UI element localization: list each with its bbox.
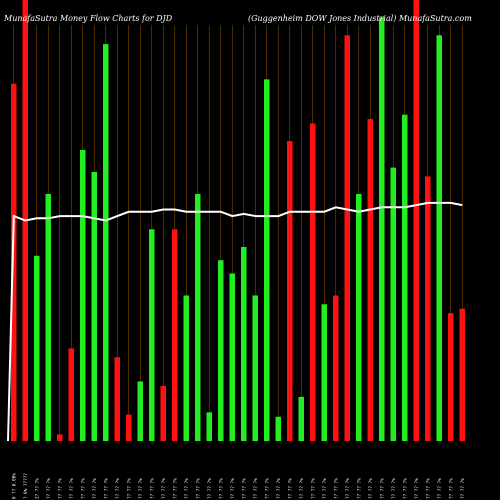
bar — [275, 416, 281, 441]
x-tick-label: ?? ?? ?% — [299, 478, 305, 499]
bar — [333, 295, 339, 441]
bar — [34, 255, 40, 441]
bar — [344, 35, 350, 441]
x-tick-label: ?? ?? ?% — [230, 478, 236, 499]
x-tick-label: ?? ?? ?% — [402, 478, 408, 499]
x-tick-label: ?? ?? ?% — [437, 478, 443, 499]
x-tick-label: ?? ?? ?% — [184, 478, 190, 499]
bar — [459, 308, 465, 441]
bar — [218, 260, 224, 441]
bar — [252, 295, 258, 441]
x-tick-label: ?? ?? ?% — [379, 478, 385, 499]
x-tick-label: ?? ?? ?% — [149, 478, 155, 499]
bar — [103, 44, 109, 441]
bar — [137, 381, 143, 441]
x-tick-label: ?? ?? ?% — [310, 478, 316, 499]
bar — [367, 119, 373, 441]
bar — [264, 79, 270, 441]
x-tick-label: ? 0% ????? — [23, 473, 29, 499]
x-tick-label: ?? ?? ?% — [92, 478, 98, 499]
bar — [310, 123, 316, 441]
x-tick-label: ?? ?? ?% — [333, 478, 339, 499]
bar — [448, 313, 454, 441]
x-tick-label: ?? ?? ?% — [241, 478, 247, 499]
bar — [68, 348, 74, 441]
x-tick-label: ?? ?? ?% — [218, 478, 224, 499]
bar — [321, 304, 327, 441]
bar — [425, 176, 431, 441]
x-tick-label: ?? ?? ?% — [368, 478, 374, 499]
chart-title-left: MunafaSutra Money Flow Charts for DJD — [3, 14, 173, 23]
x-tick-label: ?? ?? ?% — [253, 478, 259, 499]
x-tick-label: ?? ?? ?% — [195, 478, 201, 499]
x-tick-label: ?? ?? ?% — [126, 478, 132, 499]
x-tick-label: ?? ?? ?% — [207, 478, 213, 499]
bar — [402, 114, 408, 441]
bar — [241, 246, 247, 441]
bar — [390, 167, 396, 441]
bar — [356, 194, 362, 441]
bar — [91, 171, 97, 442]
chart-title-right: (Guggenheim DOW Jones Industrial) Munafa… — [248, 14, 472, 23]
x-tick-label: ?? ?? ?% — [161, 478, 167, 499]
x-tick-label: ?? ?? ?% — [448, 478, 454, 499]
x-tick-label: ?? ?? ?% — [80, 478, 86, 499]
money-flow-line — [7, 201, 463, 442]
x-tick-label: ?? ?? ?% — [322, 478, 328, 499]
bar — [206, 412, 212, 441]
bar — [126, 414, 132, 441]
bar — [229, 273, 235, 441]
x-tick-label: ?? ?? ?% — [391, 478, 397, 499]
x-tick-label: ?? ?? ?% — [345, 478, 351, 499]
x-tick-label: ?? ?? ?% — [46, 478, 52, 499]
bar — [149, 229, 155, 441]
x-tick-labels: 0 ?? 0.00% ? 0% ????? 2? ?? ?% ?? ?? ?% ?? ?… — [11, 473, 466, 499]
bar — [287, 141, 293, 441]
bar — [45, 194, 51, 441]
bar — [195, 194, 201, 441]
x-tick-label: ?? ?? ?% — [264, 478, 270, 499]
bar-series — [11, 0, 465, 442]
bar — [11, 83, 17, 441]
bar — [298, 396, 304, 441]
bar — [436, 35, 442, 441]
x-tick-label: 0 ?? 0.00% — [11, 473, 17, 499]
bar — [160, 385, 166, 441]
bar — [114, 357, 120, 441]
x-tick-label: ?? ?? ?% — [172, 478, 178, 499]
x-tick-label: ?? ?? ?% — [138, 478, 144, 499]
bar — [413, 0, 419, 441]
x-tick-label: ?? ?? ?% — [287, 478, 293, 499]
x-tick-label: ?? ?? ?% — [57, 478, 63, 499]
x-tick-label: 2? ?? ?% — [34, 478, 40, 499]
bar — [183, 295, 189, 441]
x-tick-label: ?? ?? ?% — [460, 478, 466, 499]
x-tick-label: ?? ?? ?% — [276, 478, 282, 499]
x-tick-label: ?? ?? ?% — [414, 478, 420, 499]
x-tick-label: ?? ?? ?% — [356, 478, 362, 499]
bar — [172, 229, 178, 441]
x-tick-label: ?? ?? ?% — [103, 478, 109, 499]
bar — [379, 17, 385, 441]
x-tick-label: ?? ?? ?% — [425, 478, 431, 499]
bar — [57, 434, 63, 441]
bar — [80, 149, 86, 441]
x-tick-label: ?? ?? ?% — [69, 478, 75, 499]
x-tick-label: ?? ?? ?% — [115, 478, 121, 499]
